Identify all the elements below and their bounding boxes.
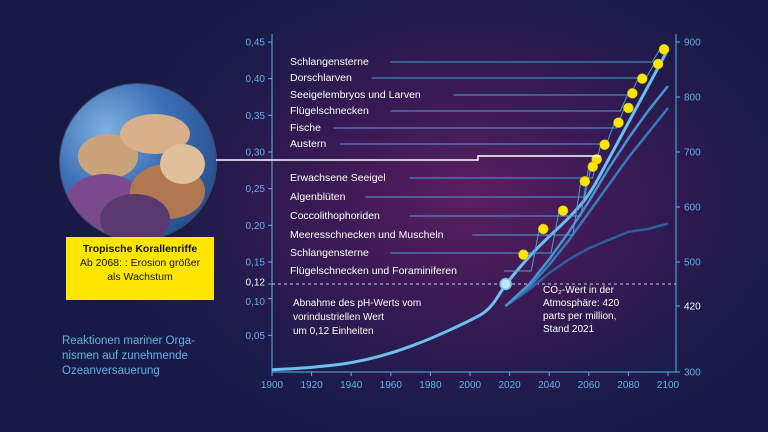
organism-label: Fische [290,122,321,134]
chart-caption: Reaktionen mariner Orga- nismen auf zune… [62,334,262,379]
threshold-dot [627,88,638,99]
leader-line [340,122,615,145]
x-tick-label: 2040 [538,380,561,391]
threshold-dot [518,249,529,260]
x-tick-label: 1960 [380,380,403,391]
x-tick-label: 2060 [578,380,601,391]
y-left-tick-label: 0,20 [246,221,266,232]
co2-note-line: CO₂-Wert in der [543,285,615,296]
y-right-tick-label: 420 [684,302,701,313]
y-right-tick-label: 900 [684,38,701,49]
y-left-tick-label: 0,35 [246,111,266,122]
leader-line [365,159,594,198]
organism-label: Schlangensterne [290,56,369,68]
leader-line [333,107,625,129]
y-left-tick-label: 0,40 [246,74,266,85]
y-right-tick-label: 600 [684,203,701,214]
leader-line [390,210,560,254]
ph-note-line: Abnahme des pH-Werts vom [293,298,421,309]
organism-label: Flügelschnecken [290,105,369,117]
threshold-dot [637,73,648,84]
threshold-dot [599,139,610,150]
threshold-dot [557,205,569,216]
ph-note-line: vorindustriellen Wert [293,312,384,323]
co2-note-line: parts per million, [543,311,616,322]
current-point-dot [499,277,512,291]
ph-note-line: um 0,12 Einheiten [293,326,374,337]
co2-note-line: Atmosphäre: 420 [543,298,620,309]
leader-line [390,93,629,112]
co2-scenario-line [504,85,669,307]
y-left-tick-label: 0,05 [246,331,266,342]
coral-pointer-line [216,155,601,161]
co2-scenario-line [504,222,669,308]
y-left-tick-label: 0,45 [246,38,266,49]
threshold-dot [623,102,634,114]
organism-label: Flügelschnecken und Foraminiferen [290,265,457,277]
caption-line-3: Ozeanversauerung [62,365,160,377]
y-left-tick-label: 0,30 [246,148,266,159]
coral-box-title: Tropische Korallenriffe [82,243,198,255]
y-right-tick-label: 800 [684,93,701,104]
leader-line [453,78,639,96]
organism-label: Seeigelembryos und Larven [290,89,421,101]
co2-note-line: Stand 2021 [543,324,595,335]
y-left-tick-label: 0,25 [246,184,266,195]
coral-reef-photo [60,84,216,240]
leader-line [472,181,582,236]
threshold-dot [538,223,549,235]
y-right-tick-label: 700 [684,148,701,159]
threshold-dot [613,117,624,128]
x-tick-label: 2100 [657,380,680,391]
x-tick-label: 1980 [419,380,442,391]
x-tick-label: 1900 [261,380,284,391]
threshold-dot [587,161,599,172]
y-right-tick-label: 300 [684,368,701,379]
caption-line-1: Reaktionen mariner Orga- [62,335,195,347]
organism-label: Dorschlarven [290,72,352,84]
leader-line [503,228,540,272]
co2-scenario-line [504,107,669,307]
y-left-tick-label: 0,10 [246,297,266,308]
x-tick-label: 2000 [459,380,482,391]
y-right-tick-label: 500 [684,258,701,269]
threshold-dot [579,176,591,187]
coral-info-box: Tropische Korallenriffe Ab 2068: : Erosi… [66,237,214,300]
caption-line-2: nismen auf zunehmende [62,350,188,362]
leader-line [409,144,602,179]
organism-label: Algenblüten [290,191,346,203]
threshold-dot [652,58,664,70]
y-left-tick-label: 0,12 [246,278,266,289]
leader-line [390,49,661,63]
x-tick-label: 2080 [617,380,640,391]
leader-line [371,63,655,79]
organism-label: Erwachsene Seeigel [290,172,386,184]
organism-label: Austern [290,138,326,150]
coral-box-line2: als Wachstum [107,271,173,283]
y-left-tick-label: 0,15 [246,258,266,269]
organism-label: Coccolithophoriden [290,210,380,222]
x-tick-label: 1940 [340,380,363,391]
coral-box-line1: Ab 2068: : Erosion größer [79,257,201,269]
threshold-dot [658,44,670,55]
x-tick-label: 2020 [498,380,521,391]
organism-label: Schlangensterne [290,247,369,259]
x-tick-label: 1920 [300,380,323,391]
organism-label: Meeresschnecken und Muscheln [290,229,444,241]
